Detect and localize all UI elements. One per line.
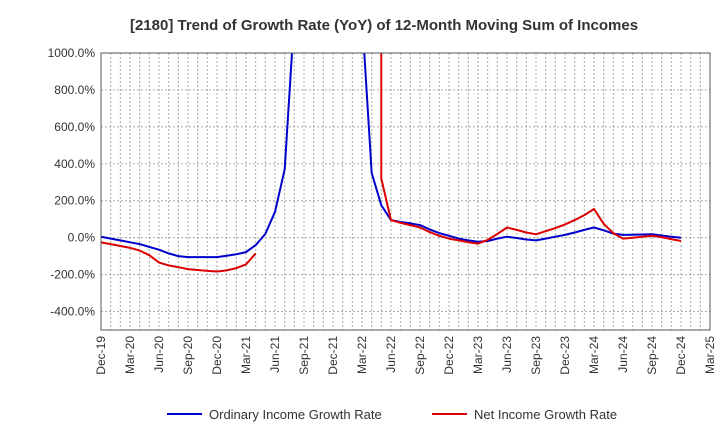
series-lines [101, 53, 682, 273]
x-tick-label: Sep-21 [297, 336, 311, 375]
series-line-2 [101, 53, 682, 273]
x-tick-label: Sep-24 [645, 336, 659, 375]
x-tick-label: Dec-23 [558, 336, 572, 375]
x-tick-label: Jun-23 [500, 336, 514, 373]
x-tick-label: Dec-21 [326, 336, 340, 375]
x-tick-label: Dec-20 [210, 336, 224, 375]
plot-frame [100, 52, 711, 331]
y-tick-label: 400.0% [54, 157, 95, 171]
legend: Ordinary Income Growth Rate Net Income Gr… [167, 407, 617, 422]
y-tick-label: 800.0% [54, 83, 95, 97]
y-axis-ticks: 1000.0% 800.0% 600.0% 400.0% 200.0% 0.0% -200.… [48, 46, 96, 319]
legend-label: Net Income Growth Rate [474, 407, 617, 422]
x-tick-label: Mar-20 [123, 336, 137, 374]
y-tick-label: 200.0% [54, 194, 95, 208]
x-tick-label: Sep-23 [529, 336, 543, 375]
x-tick-label: Mar-23 [471, 336, 485, 374]
x-tick-label: Mar-22 [355, 336, 369, 374]
grid [100, 52, 711, 330]
y-tick-label: 0.0% [68, 231, 96, 245]
x-tick-label: Mar-21 [239, 336, 253, 374]
y-tick-label: 600.0% [54, 120, 95, 134]
y-tick-label: -400.0% [50, 305, 95, 319]
x-tick-label: Sep-22 [413, 336, 427, 375]
x-axis-ticks: Dec-19 Mar-20 Jun-20 Sep-20 Dec-20 Mar-21 Jun-… [94, 336, 717, 375]
x-tick-label: Mar-25 [703, 336, 717, 374]
x-tick-label: Jun-22 [384, 336, 398, 373]
x-tick-label: Dec-19 [94, 336, 108, 375]
x-tick-label: Dec-22 [442, 336, 456, 375]
y-tick-label: -200.0% [50, 268, 95, 282]
x-tick-label: Mar-24 [587, 336, 601, 374]
y-tick-label: 1000.0% [48, 46, 96, 60]
x-tick-label: Jun-20 [152, 336, 166, 373]
legend-label: Ordinary Income Growth Rate [209, 407, 382, 422]
chart-title: [2180] Trend of Growth Rate (YoY) of 12-… [130, 17, 638, 34]
x-tick-label: Sep-20 [181, 336, 195, 375]
x-tick-label: Jun-21 [268, 336, 282, 373]
x-tick-label: Jun-24 [616, 336, 630, 373]
x-tick-label: Dec-24 [674, 336, 688, 375]
series-line-1 [101, 53, 682, 259]
